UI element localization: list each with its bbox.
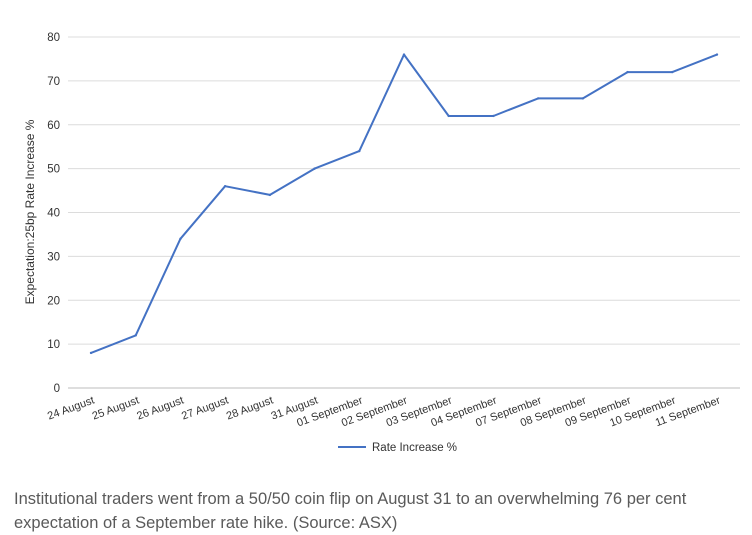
x-tick-label-24-august: 24 August bbox=[46, 395, 96, 423]
series-lines bbox=[89, 53, 719, 355]
y-axis-ticks: 0 10 20 30 40 50 60 70 80 bbox=[47, 32, 60, 395]
data-point-11-september bbox=[715, 53, 719, 56]
data-point-26-august bbox=[179, 237, 182, 241]
data-point-24-august bbox=[89, 351, 93, 355]
data-point-10-september bbox=[671, 70, 674, 74]
legend-label: Rate Increase % bbox=[372, 442, 457, 454]
y-tick-label-80: 80 bbox=[47, 32, 60, 44]
data-point-25-august bbox=[134, 334, 137, 337]
data-point-09-september bbox=[626, 70, 629, 74]
data-point-27-august bbox=[223, 184, 227, 188]
y-tick-label-30: 30 bbox=[47, 251, 60, 263]
y-axis-title: Expectation:25bp Rate Increase % bbox=[23, 119, 37, 304]
y-tick-label-20: 20 bbox=[47, 295, 60, 307]
x-tick-label-25-august: 25 August bbox=[91, 395, 141, 423]
gridlines bbox=[68, 36, 740, 389]
x-tick-label-27-august: 27 August bbox=[180, 395, 230, 423]
x-tick-label-28-august: 28 August bbox=[225, 395, 275, 423]
figure-caption: Institutional traders went from a 50/50 … bbox=[14, 489, 687, 532]
legend: Rate Increase % bbox=[338, 442, 457, 454]
x-tick-label-26-august: 26 August bbox=[135, 395, 185, 423]
data-point-07-september bbox=[536, 97, 540, 100]
series-line-rate-increase bbox=[90, 53, 718, 354]
data-point-04-september bbox=[492, 114, 495, 118]
y-tick-label-10: 10 bbox=[47, 339, 60, 351]
rate-expectation-chart: 0 10 20 30 40 50 60 70 80 24 August 25 August 26 A… bbox=[23, 32, 740, 454]
y-tick-label-60: 60 bbox=[47, 120, 60, 132]
y-tick-label-70: 70 bbox=[47, 76, 60, 88]
data-point-02-september bbox=[402, 53, 406, 56]
y-tick-label-0: 0 bbox=[54, 383, 60, 395]
y-tick-label-40: 40 bbox=[47, 208, 60, 220]
data-point-31-august bbox=[313, 167, 316, 170]
data-point-01-september bbox=[358, 149, 361, 153]
data-point-28-august bbox=[268, 193, 272, 197]
y-tick-label-50: 50 bbox=[47, 164, 60, 176]
data-point-03-september bbox=[447, 114, 450, 118]
data-point-08-september bbox=[581, 97, 585, 100]
